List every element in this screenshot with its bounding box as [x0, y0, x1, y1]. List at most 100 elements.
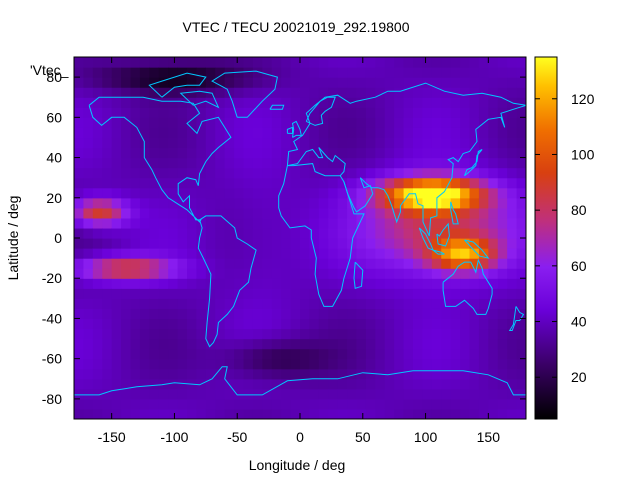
heatmap-cell [497, 368, 508, 380]
heatmap-cell [318, 368, 329, 380]
heatmap-cell [102, 348, 113, 360]
heatmap-cell [337, 107, 348, 118]
heatmap-cell [318, 318, 329, 330]
heatmap-cell [422, 238, 433, 249]
heatmap-cell [403, 298, 414, 309]
heatmap-cell [149, 288, 160, 299]
heatmap-cell [384, 217, 395, 229]
heatmap-cell [196, 127, 207, 139]
heatmap-cell [347, 217, 358, 229]
heatmap-cell [74, 67, 85, 78]
heatmap-cell [92, 167, 103, 179]
heatmap-cell [328, 408, 339, 419]
heatmap-cell [469, 57, 480, 68]
heatmap-cell [139, 338, 150, 350]
heatmap-cell [102, 157, 113, 169]
heatmap-cell [290, 57, 301, 68]
heatmap-cell [403, 187, 414, 199]
heatmap-cell [309, 207, 320, 219]
heatmap-cell [252, 167, 263, 179]
heatmap-cell [365, 217, 376, 229]
heatmap-cell [130, 67, 141, 78]
heatmap-cell [507, 87, 518, 98]
heatmap-cell [497, 278, 508, 289]
heatmap-cell [281, 378, 292, 390]
heatmap-cell [139, 328, 150, 340]
heatmap-cell [300, 107, 311, 118]
heatmap-cell [102, 57, 113, 68]
heatmap-cell [365, 338, 376, 350]
heatmap-cell [469, 268, 480, 279]
heatmap-cell [271, 248, 282, 259]
heatmap-cell [365, 268, 376, 279]
heatmap-cell [243, 97, 254, 108]
heatmap-cell [328, 248, 339, 259]
heatmap-cell [290, 308, 301, 320]
heatmap-cell [196, 137, 207, 149]
heatmap-cell [252, 268, 263, 279]
heatmap-cell [488, 137, 499, 149]
heatmap-cell [168, 258, 179, 269]
heatmap-cell [300, 197, 311, 209]
heatmap-cell [469, 187, 480, 199]
heatmap-cell [375, 388, 386, 400]
heatmap-cell [177, 107, 188, 118]
heatmap-cell [403, 258, 414, 269]
heatmap-cell [356, 217, 367, 229]
heatmap-cell [271, 117, 282, 128]
heatmap-cell [243, 187, 254, 199]
heatmap-cell [422, 348, 433, 360]
heatmap-cell [516, 207, 526, 219]
heatmap-cell [394, 368, 405, 380]
heatmap-cell [290, 328, 301, 340]
heatmap-cell [422, 127, 433, 139]
heatmap-cell [102, 318, 113, 330]
heatmap-cell [83, 298, 94, 309]
heatmap-cell [149, 87, 160, 98]
heatmap-cell [441, 167, 452, 179]
heatmap-cell [431, 147, 442, 159]
heatmap-cell [83, 378, 94, 390]
heatmap-cell [469, 318, 480, 330]
heatmap-cell [478, 308, 489, 320]
heatmap-cell [92, 378, 103, 390]
heatmap-cell [497, 298, 508, 309]
heatmap-cell [309, 167, 320, 179]
heatmap-cell [413, 177, 424, 189]
coastlines [74, 70, 526, 396]
heatmap-cell [413, 308, 424, 320]
heatmap-cell [469, 157, 480, 169]
heatmap-cell [441, 217, 452, 229]
heatmap-cell [271, 57, 282, 68]
heatmap-cell [224, 398, 235, 410]
coastline [343, 104, 526, 237]
heatmap-cell [337, 127, 348, 139]
heatmap-cell [168, 77, 179, 88]
heatmap-cell [139, 348, 150, 360]
heatmap-cell [431, 117, 442, 128]
heatmap-cell [384, 278, 395, 289]
heatmap-cell [394, 217, 405, 229]
heatmap-cell [139, 318, 150, 330]
heatmap-cell [431, 217, 442, 229]
heatmap-cell [215, 298, 226, 309]
heatmap-cell [318, 348, 329, 360]
heatmap-cell [290, 147, 301, 159]
heatmap-cell [111, 238, 122, 249]
heatmap-cell [271, 318, 282, 330]
heatmap-cell [422, 328, 433, 340]
heatmap-cell [262, 408, 273, 419]
heatmap-cell [168, 308, 179, 320]
heatmap-cell [394, 288, 405, 299]
heatmap-cell [384, 248, 395, 259]
heatmap-cell [252, 197, 263, 209]
heatmap-cell [422, 398, 433, 410]
heatmap-cell [309, 177, 320, 189]
heatmap-cell [478, 77, 489, 88]
heatmap-cell [262, 348, 273, 360]
heatmap-cell [478, 57, 489, 68]
heatmap-cell [337, 238, 348, 249]
heatmap-cell [337, 288, 348, 299]
heatmap-cell [205, 227, 216, 239]
heatmap-cell [394, 388, 405, 400]
